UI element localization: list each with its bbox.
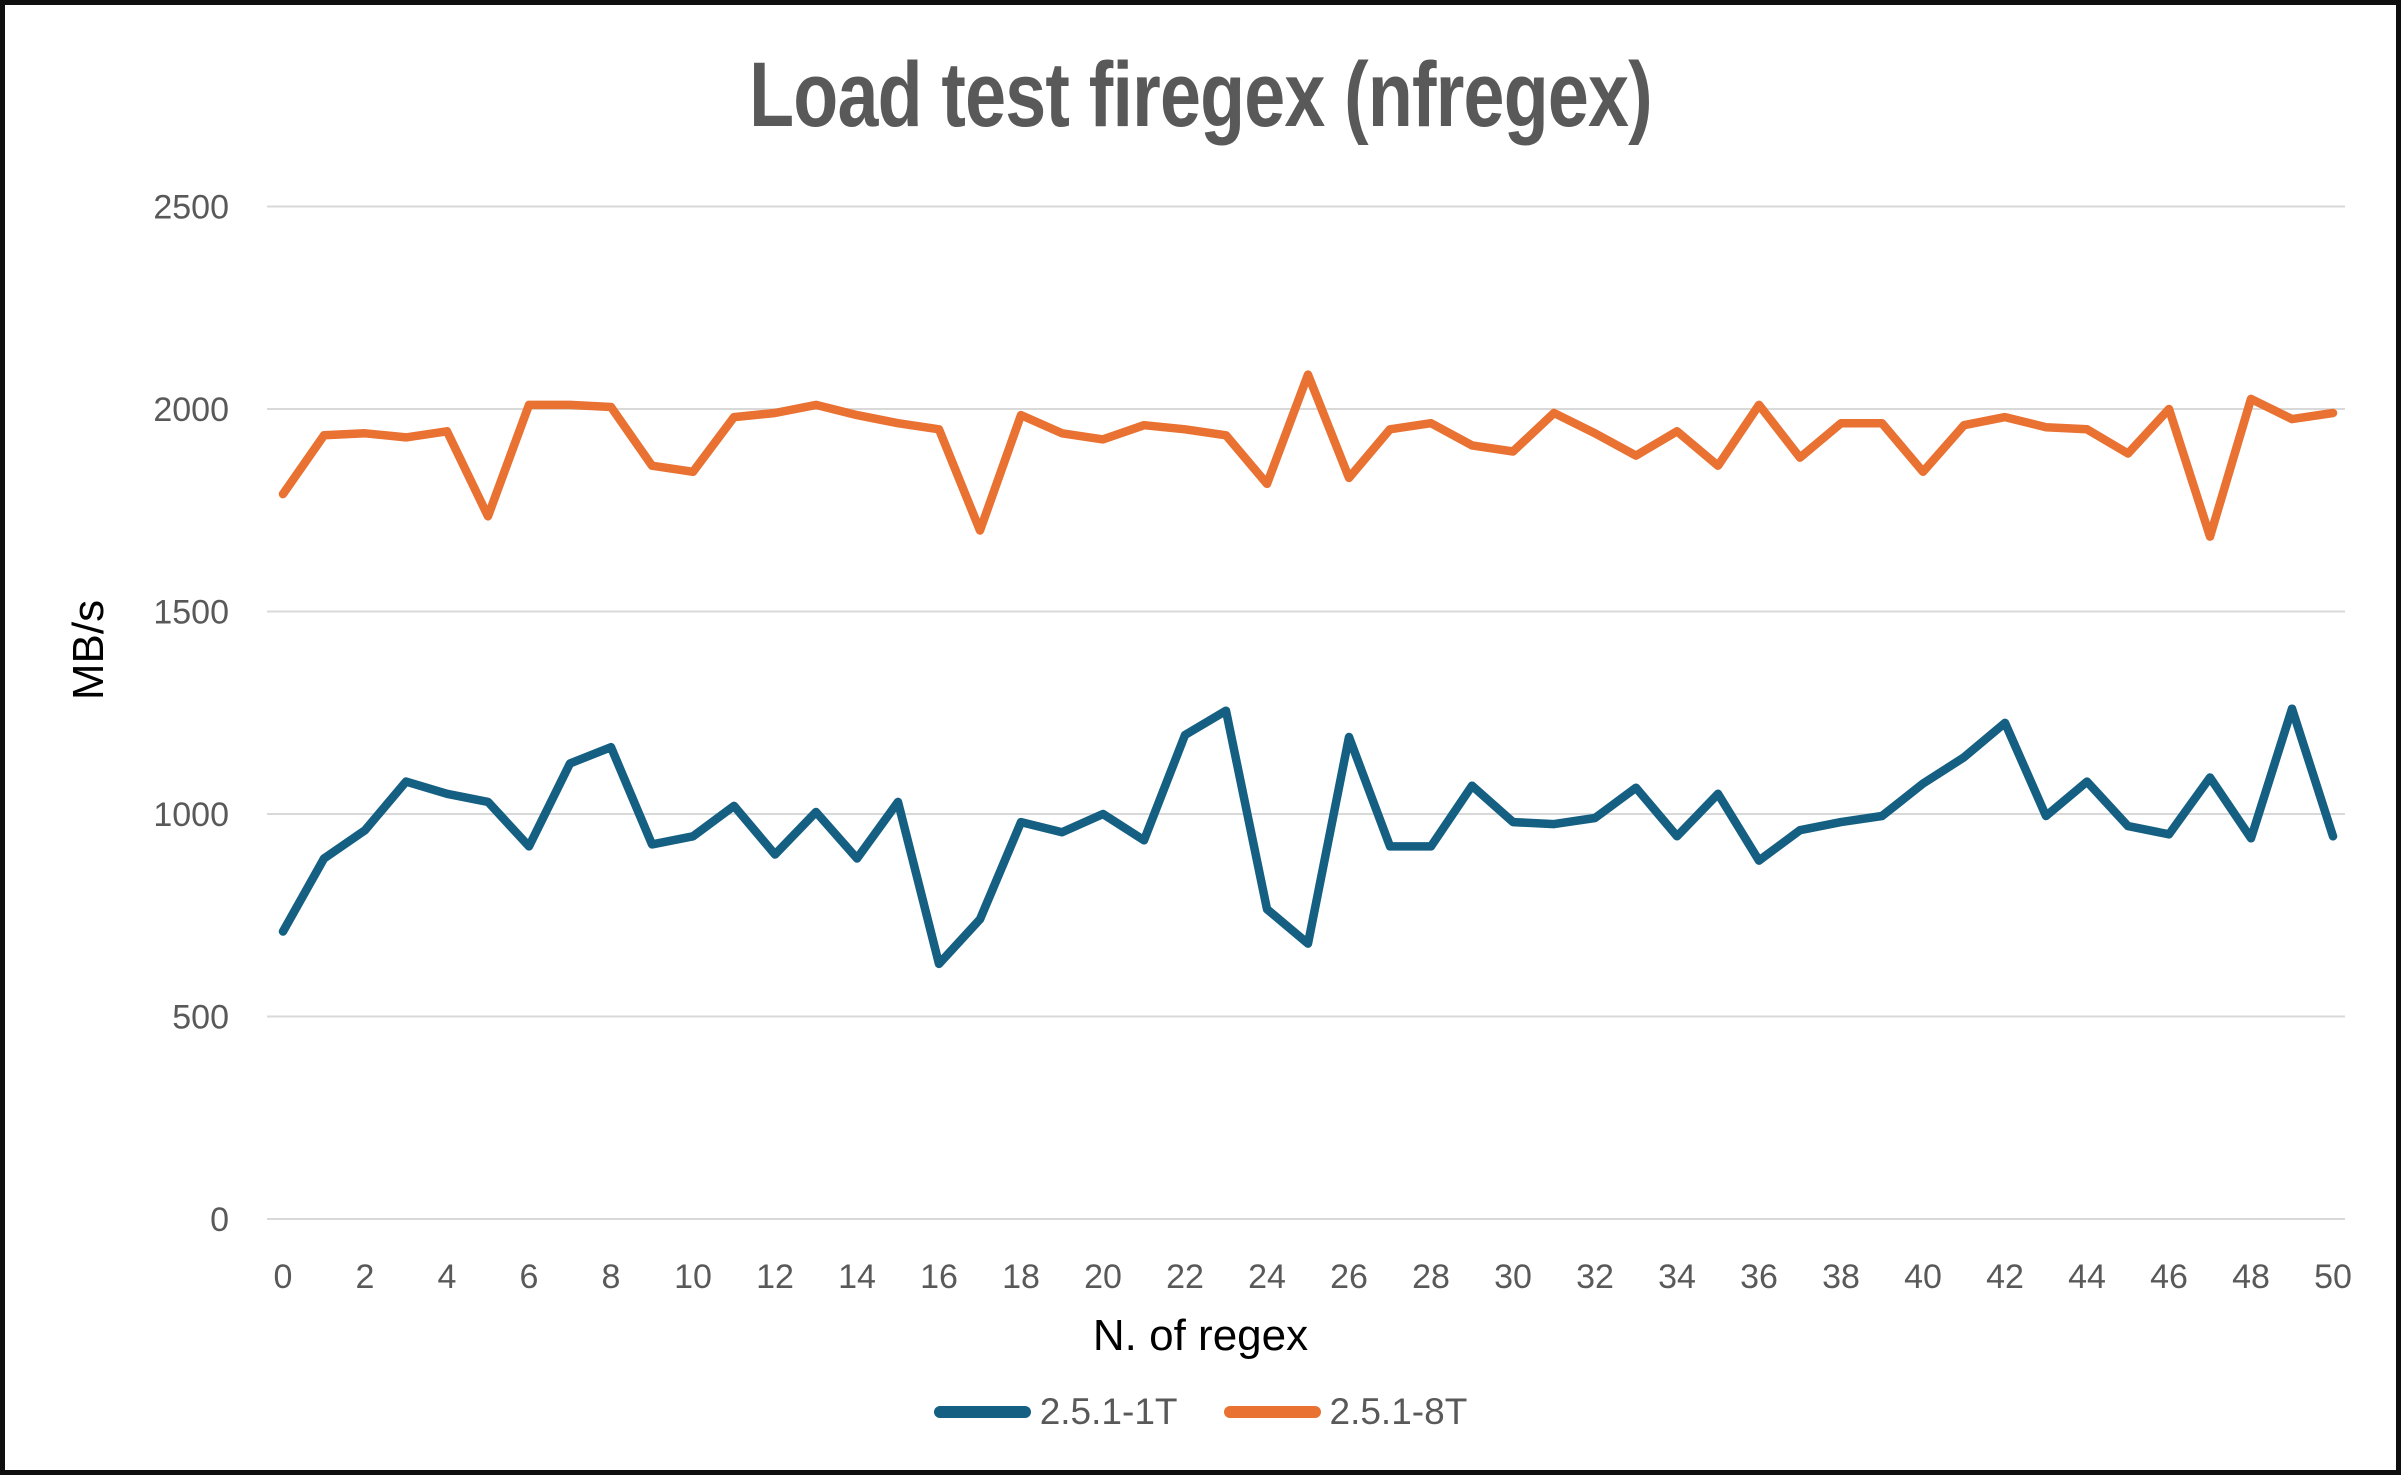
- x-tick-label-26: 26: [1330, 1258, 1368, 1296]
- legend-label-8t: 2.5.1-8T: [1329, 1391, 1468, 1432]
- chart-legend: 2.5.1-1T 2.5.1-8T: [5, 1391, 2396, 1433]
- y-tick-label-0: 0: [210, 1201, 229, 1239]
- x-tick-label-10: 10: [674, 1258, 712, 1296]
- y-tick-label-1000: 1000: [153, 796, 229, 834]
- legend-item-8t: 2.5.1-8T: [1223, 1391, 1468, 1433]
- y-tick-label-2000: 2000: [153, 391, 229, 429]
- x-tick-label-48: 48: [2232, 1258, 2270, 1296]
- x-tick-label-46: 46: [2150, 1258, 2188, 1296]
- x-tick-label-14: 14: [838, 1258, 876, 1296]
- legend-item-1t: 2.5.1-1T: [933, 1391, 1178, 1433]
- y-tick-label-1500: 1500: [153, 594, 229, 632]
- x-tick-label-34: 34: [1658, 1258, 1696, 1296]
- x-tick-label-24: 24: [1248, 1258, 1286, 1296]
- series-line-2.5.1-1T: [278, 704, 2338, 969]
- x-tick-label-44: 44: [2068, 1258, 2106, 1296]
- x-tick-label-16: 16: [920, 1258, 958, 1296]
- x-tick-label-18: 18: [1002, 1258, 1040, 1296]
- x-tick-label-0: 0: [274, 1258, 293, 1296]
- x-tick-label-32: 32: [1576, 1258, 1614, 1296]
- x-tick-label-20: 20: [1084, 1258, 1122, 1296]
- x-tick-label-28: 28: [1412, 1258, 1450, 1296]
- x-tick-label-22: 22: [1166, 1258, 1204, 1296]
- y-tick-label-2500: 2500: [153, 189, 229, 227]
- x-tick-label-40: 40: [1904, 1258, 1942, 1296]
- legend-swatch-1t-line-icon: [933, 1406, 1031, 1418]
- x-tick-label-8: 8: [602, 1258, 621, 1296]
- x-axis-title: N. of regex: [1092, 1311, 1309, 1360]
- x-tick-label-12: 12: [756, 1258, 794, 1296]
- y-axis-title: MB/s: [64, 599, 113, 701]
- chart-title: Load test firegex (nfregex): [749, 44, 1652, 146]
- x-tick-label-4: 4: [438, 1258, 457, 1296]
- x-tick-label-50: 50: [2314, 1258, 2352, 1296]
- series-line-2.5.1-8T: [278, 370, 2338, 541]
- x-tick-label-6: 6: [520, 1258, 539, 1296]
- x-tick-label-42: 42: [1986, 1258, 2024, 1296]
- x-tick-label-36: 36: [1740, 1258, 1778, 1296]
- y-tick-label-500: 500: [172, 999, 229, 1037]
- x-tick-label-2: 2: [356, 1258, 375, 1296]
- legend-label-1t: 2.5.1-1T: [1039, 1391, 1178, 1432]
- x-tick-label-38: 38: [1822, 1258, 1860, 1296]
- x-tick-label-30: 30: [1494, 1258, 1532, 1296]
- legend-swatch-8t-line-icon: [1223, 1406, 1321, 1418]
